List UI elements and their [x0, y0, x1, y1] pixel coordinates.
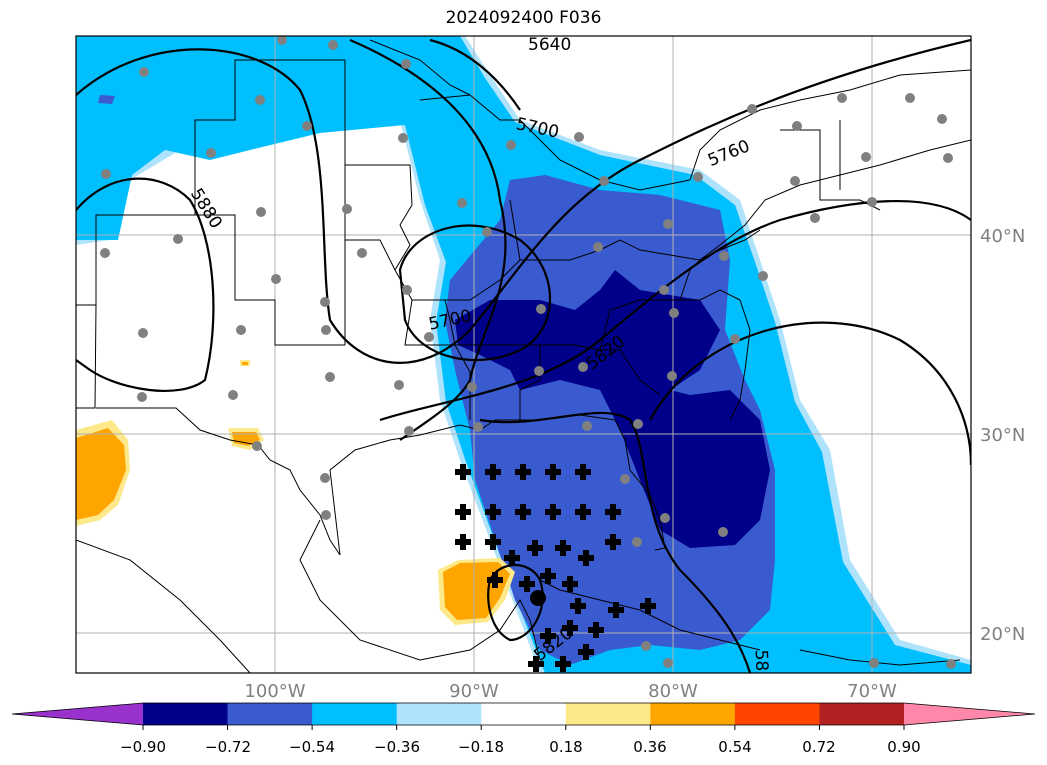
colorbar-label: 0.90: [887, 738, 920, 756]
lat-label-20n: 20°N: [980, 624, 1025, 645]
lon-label-100w: 100°W: [244, 681, 305, 702]
station-dots: [100, 36, 956, 669]
colorbar: [11, 702, 1036, 730]
latitude-labels: 40°N 30°N 20°N: [980, 226, 1025, 645]
colorbar-label: −0.54: [289, 738, 335, 756]
colorbar-tick-labels: −0.90 −0.72 −0.54 −0.36 −0.18 0.18 0.36 …: [120, 738, 921, 756]
colorbar-label: 0.72: [802, 738, 835, 756]
figure-title: 2024092400 F036: [445, 8, 602, 28]
height-contours: [76, 38, 971, 673]
longitude-labels: 100°W 90°W 80°W 70°W: [244, 681, 897, 702]
lat-label-30n: 30°N: [980, 425, 1025, 446]
colorbar-label: −0.90: [120, 738, 166, 756]
colorbar-segment: [650, 703, 736, 725]
colorbar-segment: [819, 703, 905, 725]
colorbar-label: −0.36: [374, 738, 420, 756]
colorbar-extend-low: [12, 703, 143, 725]
colorbar-segment: [565, 703, 651, 725]
colorbar-label: 0.18: [549, 738, 582, 756]
colorbar-label: 0.36: [633, 738, 666, 756]
colorbar-label: −0.18: [458, 738, 504, 756]
lat-label-40n: 40°N: [980, 226, 1025, 247]
colorbar-label: −0.72: [205, 738, 251, 756]
contour-label-5640: 5640: [528, 35, 571, 55]
colorbar-label: 0.54: [718, 738, 751, 756]
coastlines-and-borders: [76, 39, 971, 673]
colorbar-extend-high: [904, 703, 1035, 725]
map-area: 5640 5700 5760 5880 5700 5820 5820 58: [76, 35, 971, 673]
graticule: [76, 36, 971, 673]
colorbar-segment: [312, 703, 398, 725]
map-frame: [75, 35, 972, 674]
colorbar-segment: [227, 703, 313, 725]
lon-label-90w: 90°W: [449, 681, 499, 702]
contour-label-58: 58: [751, 649, 772, 671]
colorbar-segment: [734, 703, 820, 725]
lon-label-70w: 70°W: [847, 681, 897, 702]
cross-markers: [455, 464, 656, 672]
lon-label-80w: 80°W: [648, 681, 698, 702]
colorbar-segment: [143, 703, 229, 725]
colorbar-segment: [481, 703, 567, 725]
colorbar-segment: [396, 703, 482, 725]
